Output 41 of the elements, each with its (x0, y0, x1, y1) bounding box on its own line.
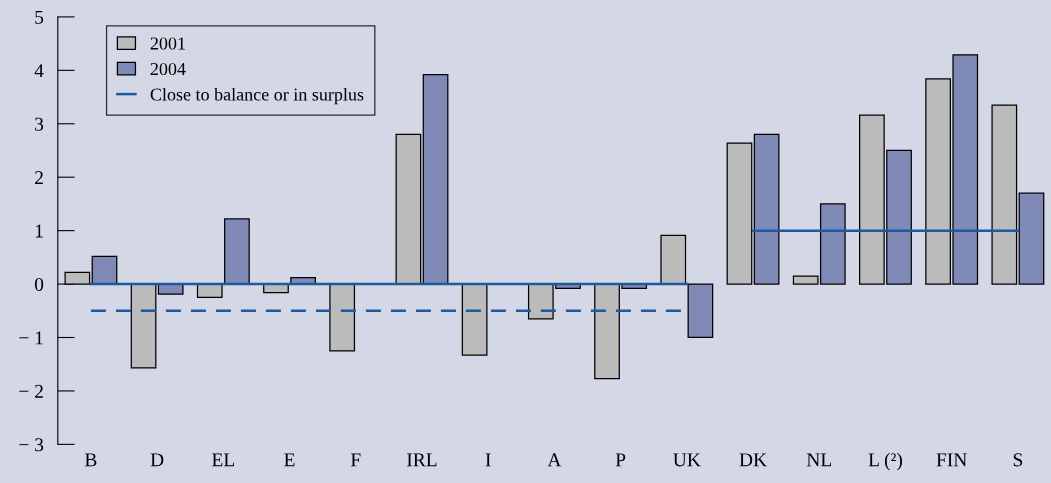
x-tick-label: F (350, 453, 361, 467)
x-tick-label: EL (212, 453, 235, 467)
x-tick-label: UK (673, 453, 701, 467)
legend-label: 2004 (150, 62, 186, 76)
y-tick-label: 4 (34, 64, 44, 78)
bar (329, 283, 356, 352)
y-tick-label: 1 (35, 224, 43, 238)
x-tick-label: L (²) (868, 452, 903, 471)
x-tick-label: IRL (407, 453, 437, 467)
legend-label: 2001 (150, 37, 185, 50)
bar (1018, 192, 1045, 285)
bar (224, 218, 250, 285)
y-tick-label: 2 (35, 171, 43, 184)
bar (991, 104, 1018, 285)
y-tick-label: 0 (34, 277, 44, 291)
bar (422, 73, 449, 285)
bar (130, 283, 157, 369)
legend-label: Close to balance or in surplus (150, 87, 364, 105)
y-tick-label: 3 (35, 117, 44, 131)
x-tick-label: E (284, 453, 295, 467)
y-tick-label: − 3 (19, 438, 44, 452)
y-tick-label: 5 (35, 10, 44, 24)
x-tick-label: S (1013, 453, 1023, 467)
bar (91, 255, 118, 285)
x-tick-label: B (84, 453, 97, 467)
x-tick-label: A (547, 453, 562, 467)
x-tick-label: FIN (936, 453, 967, 467)
x-tick-label: NL (806, 453, 832, 467)
x-tick-label: DK (739, 453, 767, 467)
bar (726, 142, 753, 285)
y-tick-label: − 1 (19, 331, 43, 345)
y-tick-label: − 2 (19, 384, 43, 398)
bar (687, 283, 714, 339)
x-tick-label: D (150, 453, 164, 467)
bar (461, 283, 488, 356)
bar (660, 234, 687, 285)
bar (753, 133, 780, 285)
x-tick-label: P (615, 453, 626, 467)
bar (196, 283, 223, 299)
bar (395, 133, 422, 285)
x-tick-label: I (485, 453, 491, 467)
